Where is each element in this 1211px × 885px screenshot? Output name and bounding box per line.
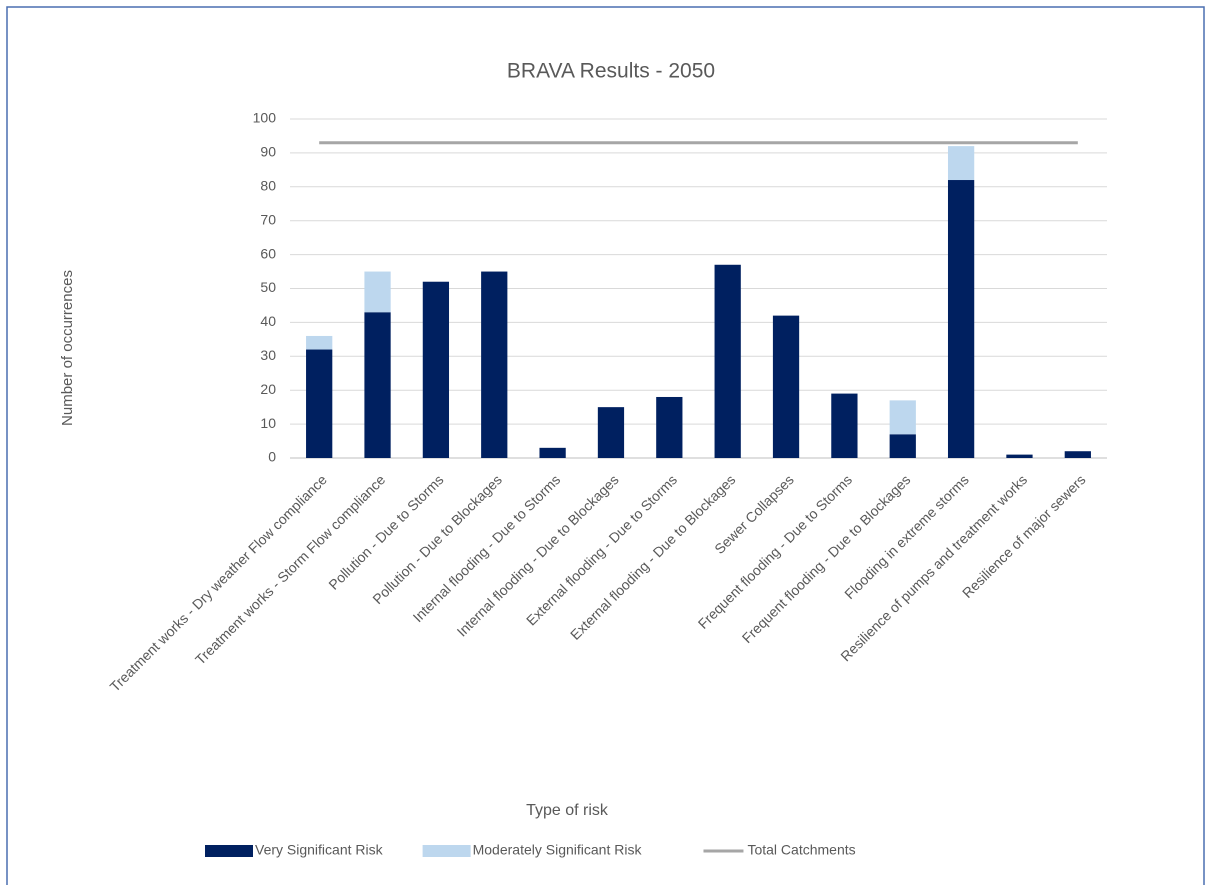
bar bbox=[1064, 451, 1091, 458]
x-tick-label: Pollution - Due to Storms bbox=[325, 471, 446, 592]
x-tick-label: Treatment works - Dry weather Flow compl… bbox=[107, 471, 330, 694]
bar bbox=[364, 271, 391, 313]
legend-label: Moderately Significant Risk bbox=[473, 842, 643, 858]
y-tick-label: 30 bbox=[260, 347, 276, 363]
bar bbox=[1006, 454, 1033, 458]
bar bbox=[714, 264, 741, 458]
bar bbox=[306, 335, 333, 350]
legend-swatch bbox=[205, 845, 253, 857]
y-tick-label: 40 bbox=[260, 313, 276, 329]
y-tick-label: 100 bbox=[253, 110, 277, 126]
chart-title: BRAVA Results - 2050 bbox=[507, 60, 715, 83]
bar bbox=[656, 396, 683, 458]
bar bbox=[889, 400, 916, 435]
y-tick-label: 50 bbox=[260, 279, 276, 295]
y-axis-title: Number of occurrences bbox=[59, 270, 76, 426]
bar bbox=[539, 447, 566, 458]
y-tick-label: 0 bbox=[268, 449, 276, 465]
bar bbox=[364, 312, 391, 458]
legend-swatch bbox=[422, 845, 471, 857]
y-tick-label: 90 bbox=[260, 144, 276, 160]
x-tick-label: Resilience of major sewers bbox=[959, 471, 1089, 601]
bar bbox=[947, 146, 975, 181]
y-tick-label: 10 bbox=[260, 415, 276, 431]
x-axis-title: Type of risk bbox=[526, 802, 609, 819]
bar bbox=[831, 393, 858, 458]
bar bbox=[597, 407, 625, 458]
legend-label: Total Catchments bbox=[747, 842, 855, 858]
bar bbox=[772, 315, 800, 458]
bar bbox=[889, 434, 916, 458]
bar bbox=[422, 281, 450, 458]
y-tick-label: 20 bbox=[260, 381, 276, 397]
bar bbox=[481, 271, 508, 458]
y-tick-label: 70 bbox=[260, 211, 276, 227]
y-tick-label: 60 bbox=[260, 245, 276, 261]
legend-label: Very Significant Risk bbox=[255, 842, 384, 858]
frame bbox=[6, 6, 1205, 885]
bar bbox=[306, 349, 333, 458]
bar bbox=[947, 180, 975, 458]
y-tick-label: 80 bbox=[260, 178, 276, 194]
